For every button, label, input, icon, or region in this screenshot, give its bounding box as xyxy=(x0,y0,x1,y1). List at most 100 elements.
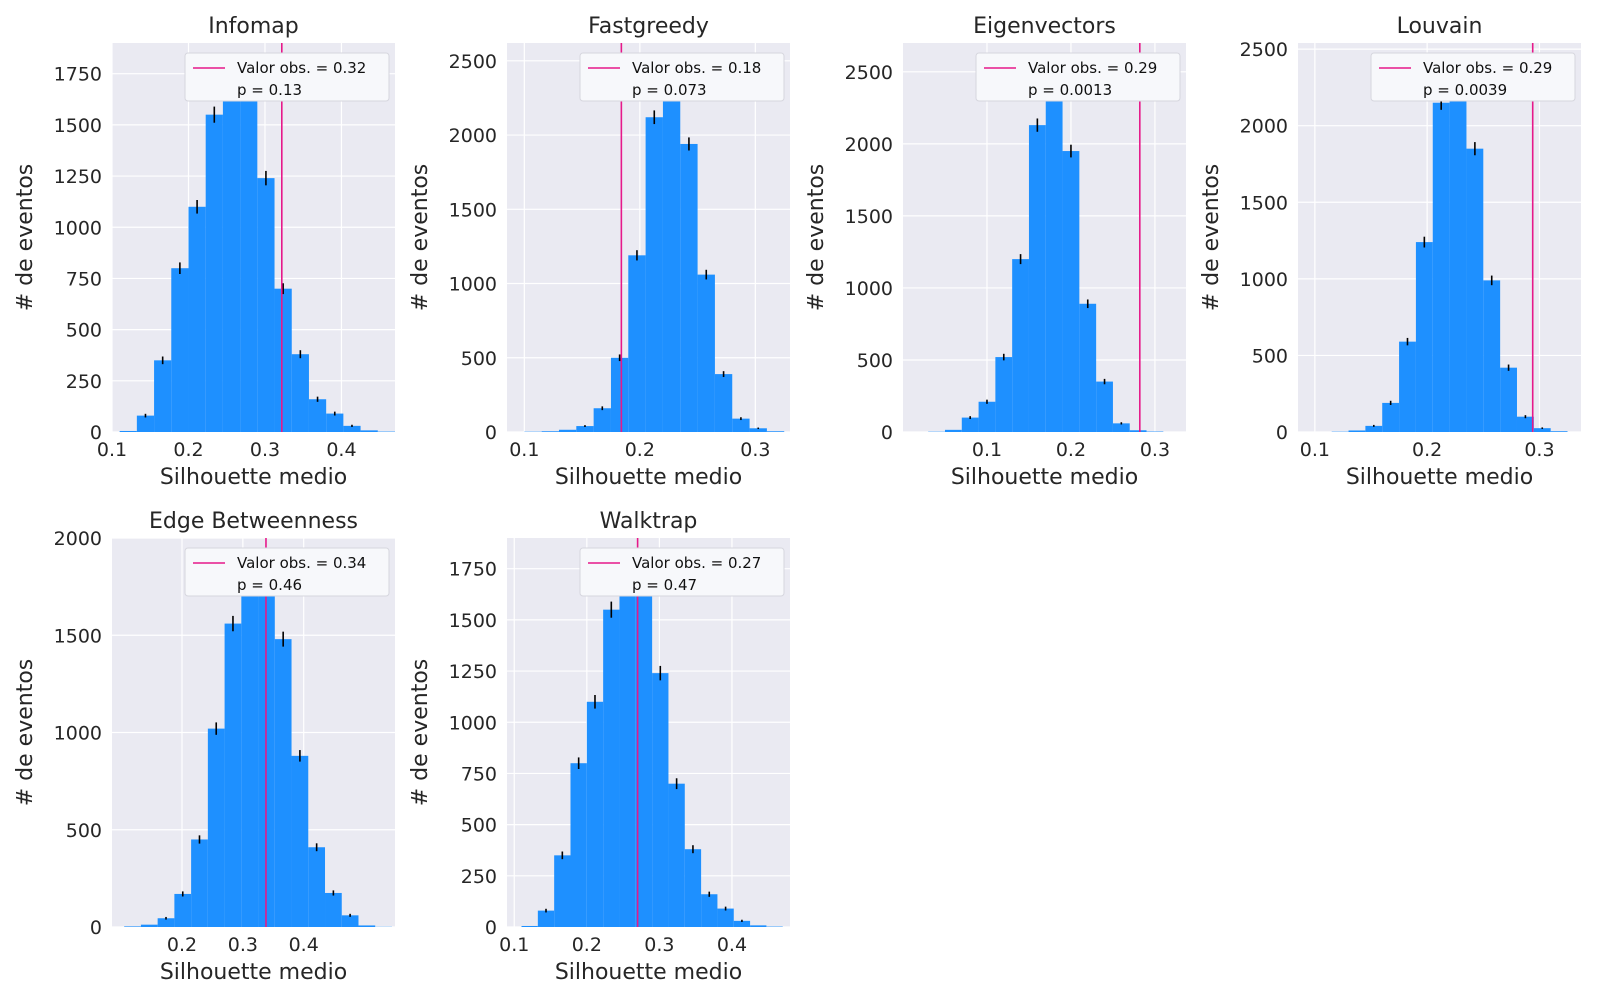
legend: Valor obs. = 0.29 p = 0.0013 xyxy=(975,52,1181,102)
histogram-bar xyxy=(1062,151,1080,433)
histogram-bar xyxy=(1533,428,1551,432)
histogram-bar xyxy=(750,925,767,927)
x-axis-label: Silhouette medio xyxy=(951,465,1138,490)
histogram-bar xyxy=(541,431,559,432)
y-tick-label: 2000 xyxy=(54,528,102,550)
histogram-bar xyxy=(1012,259,1029,432)
histogram-bar xyxy=(1365,425,1383,432)
legend-label: Valor obs. = 0.34 xyxy=(237,554,366,572)
legend-label: Valor obs. = 0.29 xyxy=(1028,59,1157,77)
histogram-bar xyxy=(1399,341,1416,432)
histogram-bar xyxy=(240,79,258,432)
y-tick-label: 500 xyxy=(66,820,102,842)
x-axis-label: Silhouette medio xyxy=(160,465,347,490)
histogram-panel-2: 0.1 0.2 0.3 0 500 1000 1500 2000 2500 Fastgreedy S… xyxy=(408,14,790,490)
x-axis-label: Silhouette medio xyxy=(555,960,742,985)
y-tick-label: 1250 xyxy=(449,661,497,683)
histogram-bar xyxy=(680,143,698,432)
p-value-label: p = 0.0039 xyxy=(1423,81,1507,99)
x-axis-label: Silhouette medio xyxy=(160,960,347,985)
x-tick-label: 0.3 xyxy=(644,934,674,956)
y-tick-label: 2000 xyxy=(1240,116,1288,138)
legend-label: Valor obs. = 0.29 xyxy=(1423,59,1552,77)
histogram-bar xyxy=(326,413,344,432)
histogram-bar xyxy=(207,728,225,927)
histogram-bar xyxy=(652,673,669,927)
histogram-bar xyxy=(174,893,192,927)
histogram-bar xyxy=(733,920,751,927)
histogram-bar xyxy=(274,639,292,927)
histogram-bar xyxy=(1415,242,1433,432)
histogram-panel-3: 0.1 0.2 0.3 0 500 1000 1500 2000 2500 Eigenvector… xyxy=(804,14,1186,490)
histogram-bar xyxy=(521,925,538,927)
histogram-bar xyxy=(570,763,587,927)
histogram-bar xyxy=(291,755,309,927)
y-tick-label: 500 xyxy=(857,350,893,372)
panel-title: Infomap xyxy=(208,14,299,39)
histogram-panel-6: 0.1 0.2 0.3 0.4 0 250 500 750 1000 1250 1500 1750 Wa… xyxy=(408,509,790,985)
histogram-bar xyxy=(635,574,653,927)
histogram-bar xyxy=(961,417,979,432)
histogram-bar xyxy=(978,401,996,432)
legend: Valor obs. = 0.34 p = 0.46 xyxy=(184,547,390,597)
y-tick-label: 1500 xyxy=(1240,192,1288,214)
histogram-bar xyxy=(1096,381,1113,432)
legend-label: Valor obs. = 0.18 xyxy=(632,59,761,77)
p-value-label: p = 0.47 xyxy=(632,576,697,594)
histogram-bar xyxy=(308,399,327,432)
histogram-bar xyxy=(628,255,646,432)
y-tick-label: 0 xyxy=(485,917,497,939)
x-tick-label: 0.1 xyxy=(1300,439,1330,461)
x-tick-label: 0.2 xyxy=(173,439,203,461)
histogram-bar xyxy=(995,357,1013,432)
histogram-bar xyxy=(291,354,309,432)
y-tick-label: 1500 xyxy=(449,199,497,221)
p-value-label: p = 0.46 xyxy=(237,576,302,594)
histogram-bar xyxy=(717,908,734,927)
histogram-bar xyxy=(697,274,715,432)
histogram-bar xyxy=(944,429,962,432)
panel-title: Fastgreedy xyxy=(588,14,709,39)
y-tick-label: 1500 xyxy=(845,206,893,228)
x-tick-label: 0.3 xyxy=(740,439,770,461)
y-tick-label: 500 xyxy=(1252,345,1288,367)
legend: Valor obs. = 0.27 p = 0.47 xyxy=(579,547,785,597)
x-tick-label: 0.1 xyxy=(97,439,127,461)
histogram-bar xyxy=(1129,430,1147,432)
histogram-bar xyxy=(668,783,685,927)
x-tick-label: 0.3 xyxy=(250,439,280,461)
histogram-bar xyxy=(1466,148,1484,433)
x-tick-label: 0.1 xyxy=(509,439,539,461)
histogram-bar xyxy=(119,430,137,432)
y-tick-label: 0 xyxy=(90,917,102,939)
histogram-bar xyxy=(257,178,275,432)
legend-label: Valor obs. = 0.32 xyxy=(237,59,366,77)
histogram-panel-1: 0.1 0.2 0.3 0.4 0 250 500 750 1000 1250 1500 1750 In… xyxy=(13,14,395,490)
y-tick-label: 1000 xyxy=(1240,269,1288,291)
histogram-bar xyxy=(554,855,571,927)
histogram-bar xyxy=(684,849,702,927)
histogram-bar xyxy=(1516,416,1534,432)
y-axis-label: # de eventos xyxy=(804,164,829,312)
y-tick-label: 250 xyxy=(66,371,102,393)
histogram-bar xyxy=(586,701,604,927)
histogram-bar xyxy=(1079,303,1097,432)
legend-label: Valor obs. = 0.27 xyxy=(632,554,761,572)
histogram-bar xyxy=(603,609,620,927)
y-tick-label: 750 xyxy=(66,268,102,290)
x-tick-label: 0.3 xyxy=(228,934,258,956)
p-value-label: p = 0.073 xyxy=(632,81,707,99)
y-axis-label: # de eventos xyxy=(408,164,433,312)
x-tick-label: 0.4 xyxy=(326,439,356,461)
histogram-bar xyxy=(140,924,158,927)
legend: Valor obs. = 0.32 p = 0.13 xyxy=(184,52,390,102)
y-tick-label: 0 xyxy=(485,422,497,444)
y-tick-label: 2500 xyxy=(845,62,893,84)
histogram-bar xyxy=(1550,431,1568,432)
y-tick-label: 2500 xyxy=(449,51,497,73)
histogram-bar xyxy=(714,374,733,432)
x-tick-label: 0.3 xyxy=(1140,439,1170,461)
panel-title: Eigenvectors xyxy=(973,14,1116,39)
x-tick-label: 0.2 xyxy=(167,934,197,956)
